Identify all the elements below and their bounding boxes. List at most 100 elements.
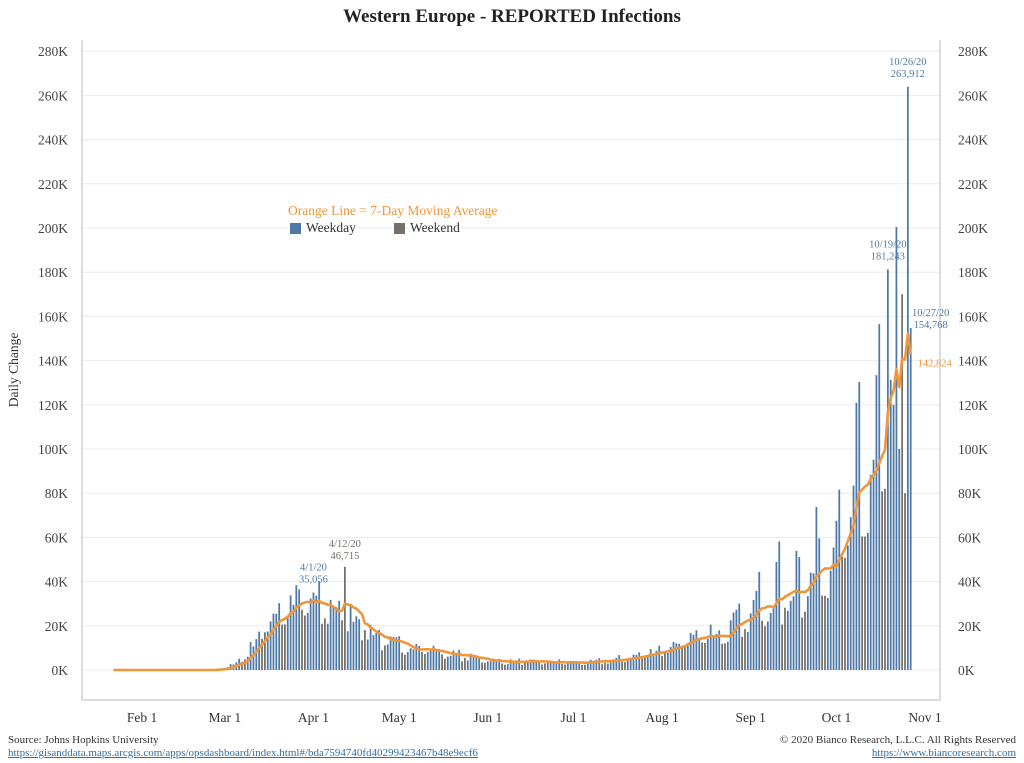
y-tick-label-right: 280K: [958, 44, 988, 59]
weekday-bar: [652, 653, 655, 670]
weekday-bar: [675, 643, 678, 670]
legend-weekend: Weekend: [394, 220, 460, 236]
y-tick-label-left: 80K: [45, 486, 69, 501]
weekend-bar: [421, 651, 423, 670]
weekend-bar: [601, 664, 603, 670]
weekday-bar: [812, 573, 815, 670]
annotation-date: 4/1/20: [300, 563, 327, 574]
weekend-bar: [581, 664, 583, 670]
weekday-bar: [412, 649, 415, 670]
weekday-bar: [698, 638, 701, 670]
weekday-bar: [335, 607, 338, 670]
weekday-bar: [438, 649, 441, 670]
weekday-bar: [429, 650, 432, 670]
source-link[interactable]: https://gisanddata.maps.arcgis.com/apps/…: [8, 747, 478, 759]
weekend-bar: [484, 662, 486, 670]
y-tick-label-right: 20K: [958, 619, 982, 634]
weekday-bar: [806, 596, 809, 670]
weekend-bar: [561, 663, 563, 670]
y-tick-label-left: 220K: [38, 177, 68, 192]
weekday-bar: [298, 589, 301, 670]
weekday-bar: [478, 657, 481, 670]
weekday-bar: [749, 613, 752, 670]
weekday-bar: [886, 269, 889, 670]
y-axis-title: Daily Change: [6, 333, 21, 408]
y-tick-label-right: 60K: [958, 530, 982, 545]
annotation-value: 263,912: [891, 69, 925, 80]
weekday-bar: [406, 652, 409, 670]
weekend-bar: [424, 653, 426, 670]
weekday-bar: [409, 648, 412, 670]
weekday-bar: [489, 661, 492, 670]
weekend-bar: [901, 294, 904, 670]
weekend-bar: [381, 650, 383, 670]
weekday-bar: [492, 658, 495, 670]
weekday-bar: [826, 598, 829, 670]
weekday-bar: [666, 653, 669, 670]
weekend-bar: [884, 488, 886, 670]
weekday-bar: [846, 545, 849, 670]
weekend-bar: [263, 632, 266, 670]
y-tick-label-right: 260K: [958, 88, 988, 103]
weekday-bar: [266, 631, 269, 670]
weekend-bar: [801, 617, 804, 670]
weekday-bar: [432, 645, 435, 670]
weekend-bar: [283, 624, 286, 670]
weekday-bar: [358, 619, 361, 670]
weekday-bar: [435, 651, 438, 670]
annotation-date: 10/27/20: [912, 308, 949, 319]
weekday-bar: [252, 646, 255, 670]
y-tick-label-left: 40K: [45, 575, 69, 590]
weekday-bar: [286, 616, 289, 670]
site-link[interactable]: https://www.biancoresearch.com: [871, 747, 1016, 759]
weekday-bar: [532, 659, 535, 670]
weekday-bar: [306, 612, 309, 670]
weekday-bar: [498, 658, 501, 670]
weekday-bar: [635, 654, 638, 670]
weekday-bar: [329, 599, 332, 670]
weekday-bar: [769, 612, 772, 670]
weekend-bar: [401, 652, 403, 670]
weekday-bar: [349, 603, 352, 670]
weekday-bar: [889, 379, 892, 670]
weekend-bar: [321, 623, 323, 670]
weekday-bar: [752, 599, 755, 670]
weekday-bar: [598, 658, 601, 670]
weekend-bar: [661, 655, 663, 670]
annotation-date: 10/26/20: [889, 57, 926, 68]
legend-weekday: Weekday: [290, 220, 356, 236]
y-tick-label-left: 120K: [38, 398, 68, 413]
weekend-bar: [241, 661, 243, 670]
legend-weekday-swatch: [290, 222, 301, 234]
weekday-bar: [275, 613, 278, 670]
weekday-bar: [249, 642, 252, 670]
weekday-bar: [649, 649, 652, 670]
weekend-bar: [621, 661, 623, 670]
copyright-note: © 2020 Bianco Research, L.L.C. All Right…: [780, 734, 1016, 746]
weekday-bar: [772, 607, 775, 670]
legend-weekend-label: Weekend: [410, 220, 460, 235]
weekend-bar: [744, 629, 746, 670]
x-tick-label: Mar 1: [209, 710, 242, 725]
moving-average-line: [113, 332, 912, 672]
annotation-value: 46,715: [330, 551, 359, 562]
legend-ma-label: Orange Line = 7-Day Moving Average: [288, 203, 498, 218]
weekday-bar: [672, 641, 675, 670]
weekend-bar: [764, 626, 766, 670]
weekend-bar: [864, 536, 866, 670]
weekend-bar: [821, 595, 824, 670]
weekday-bar: [646, 657, 649, 670]
weekend-bar: [304, 615, 306, 670]
weekday-bar: [732, 612, 735, 670]
weekday-bar: [712, 636, 715, 670]
weekend-bar: [364, 630, 366, 670]
weekday-bar: [426, 651, 429, 670]
x-tick-label: Nov 1: [908, 710, 941, 725]
weekday-bar: [386, 644, 389, 670]
chart-title: Western Europe - REPORTED Infections: [343, 6, 681, 27]
weekday-bar: [272, 613, 275, 670]
weekday-bar: [392, 637, 395, 670]
weekday-bar: [595, 659, 598, 670]
weekday-bar: [852, 485, 855, 670]
weekday-bar: [346, 631, 349, 670]
